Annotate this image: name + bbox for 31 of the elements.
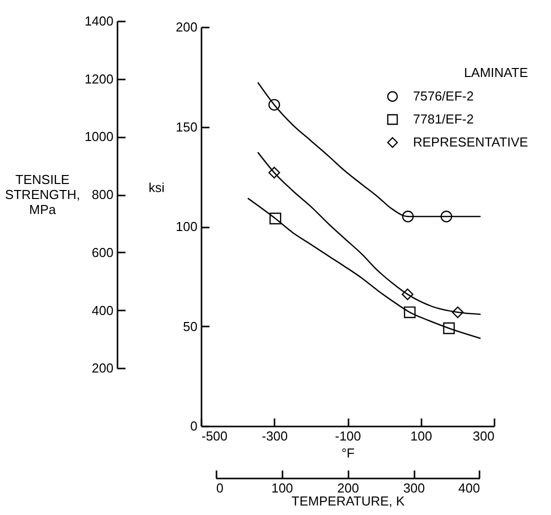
y2-tick-label: 1400 <box>84 13 114 28</box>
line-series <box>248 198 481 339</box>
y2-tick-label: 200 <box>92 360 114 376</box>
x2-tick-label: 0 <box>216 480 224 496</box>
y-tick-label: 150 <box>176 119 198 134</box>
y2-axis-title: TENSILE STRENGTH, MPa <box>4 172 80 218</box>
y2-tick-label: 400 <box>92 302 114 318</box>
y-tick-label: 200 <box>176 20 198 34</box>
legend-label: REPRESENTATIVE <box>413 134 528 150</box>
x2-tick-label: 200 <box>337 480 359 496</box>
y-axis-title: ksi <box>148 180 165 196</box>
x-axis-title: °F <box>341 446 355 460</box>
y2-tick-label: 800 <box>92 187 114 202</box>
legend-title: LAMINATE <box>464 65 528 80</box>
y-tick-label: 0 <box>190 418 198 434</box>
x-tick-label: -300 <box>262 428 288 444</box>
x-tick-label: -500 <box>202 428 228 444</box>
x2-axis-title: TEMPERATURE, K <box>292 494 406 508</box>
x-tick-label: -100 <box>334 428 362 444</box>
x2-tick-label: 100 <box>271 480 294 496</box>
y-tick-label: 50 <box>183 318 198 334</box>
x2-tick-label: 400 <box>458 480 480 496</box>
y-tick-label: 100 <box>176 219 198 234</box>
y2-tick-label: 600 <box>92 244 114 260</box>
y2-tick-label: 1200 <box>84 71 114 86</box>
x2-tick-label: 300 <box>403 480 425 496</box>
legend-label: 7576/EF-2 <box>413 88 474 104</box>
legend-label: 7781/EF-2 <box>413 112 474 126</box>
y2-tick-label: 1000 <box>84 129 114 144</box>
x-tick-label: 100 <box>410 428 432 444</box>
x-tick-label: 300 <box>472 428 494 444</box>
